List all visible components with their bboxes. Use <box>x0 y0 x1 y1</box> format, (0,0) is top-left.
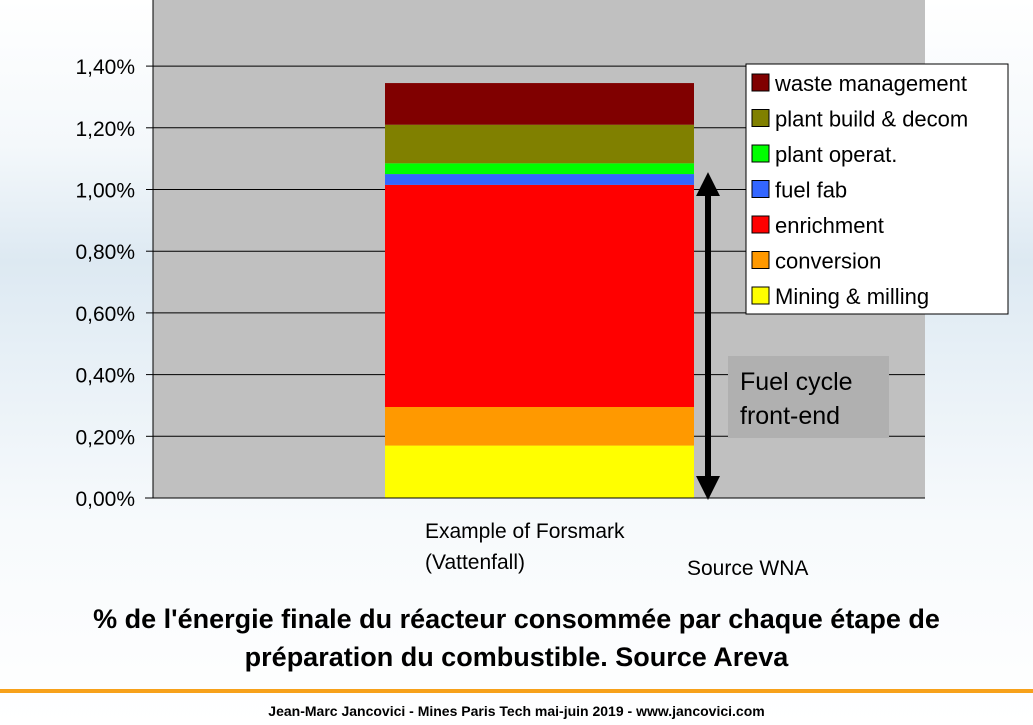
legend-entry: Mining & milling <box>775 284 929 309</box>
y-tick-label: 1,40% <box>75 56 135 79</box>
y-tick-label: 0,60% <box>75 303 135 326</box>
legend-swatch <box>751 73 770 92</box>
chart: 0,00% 0,20% 0,40% 0,60% 0,80% 1,00% 1,20% 1,40%… <box>75 0 1009 580</box>
legend-entry: waste management <box>774 71 967 96</box>
bar-segment-mining-milling <box>385 445 694 498</box>
legend-entry: fuel fab <box>775 178 847 203</box>
legend-swatch <box>751 215 770 234</box>
footer-rule <box>0 689 1033 693</box>
y-tick-label: 1,20% <box>75 118 135 141</box>
legend-swatch <box>751 144 770 163</box>
legend: waste management plant build & decom plant… <box>745 63 1009 315</box>
annotation-box: Fuel cycle front-end <box>728 356 889 438</box>
stacked-bar <box>385 83 694 498</box>
annotation-line-2: front-end <box>740 402 840 430</box>
bar-segment-plant-build-decom <box>385 124 694 164</box>
legend-entry: conversion <box>775 249 881 274</box>
annotation-line-1: Fuel cycle <box>740 368 853 396</box>
slide-caption: % de l'énergie finale du réacteur consom… <box>0 600 1033 676</box>
bar-segment-conversion <box>385 406 694 446</box>
y-axis-ticks: 0,00% 0,20% 0,40% 0,60% 0,80% 1,00% 1,20% 1,40% <box>75 56 153 511</box>
bar-segment-fuel-fab <box>385 174 694 185</box>
footer-credit: Jean-Marc Jancovici - Mines Paris Tech m… <box>268 703 765 719</box>
y-tick-label: 0,80% <box>75 241 135 264</box>
legend-swatch <box>751 251 770 269</box>
legend-entry: plant build & decom <box>775 107 968 132</box>
bar-segment-enrichment <box>385 184 694 407</box>
category-label-line-1: Example of Forsmark <box>425 520 625 543</box>
y-tick-label: 1,00% <box>75 180 135 203</box>
y-tick-label: 0,40% <box>75 365 135 388</box>
legend-swatch <box>751 180 770 198</box>
legend-swatch <box>751 109 770 127</box>
legend-swatch <box>751 286 770 305</box>
caption-line-2: préparation du combustible. Source Areva <box>244 642 789 672</box>
category-label-line-2: (Vattenfall) <box>425 551 525 574</box>
bar-segment-waste-management <box>385 83 694 125</box>
legend-entry: plant operat. <box>775 142 897 167</box>
legend-entry: enrichment <box>775 213 884 238</box>
category-label: Example of Forsmark (Vattenfall) <box>425 520 625 574</box>
y-tick-label: 0,00% <box>75 488 135 511</box>
source-note: Source WNA <box>687 557 808 580</box>
caption-line-1: % de l'énergie finale du réacteur consom… <box>93 604 940 634</box>
y-tick-label: 0,20% <box>75 426 135 449</box>
bar-segment-plant-operat- <box>385 163 694 175</box>
